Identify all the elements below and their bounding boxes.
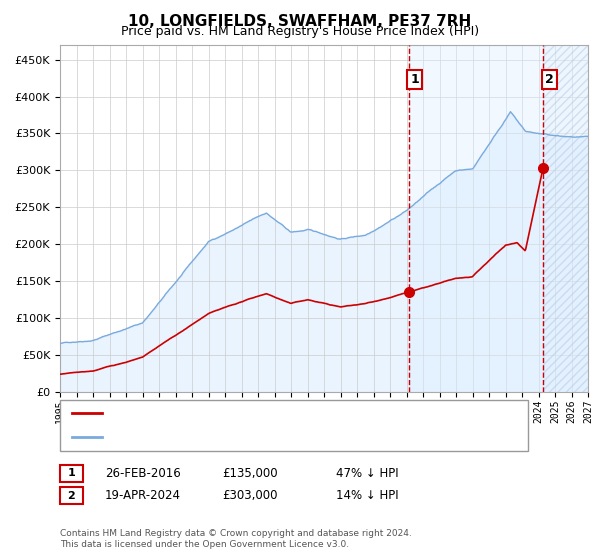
Text: £135,000: £135,000 — [222, 466, 278, 480]
Bar — [543, 45, 588, 392]
Text: £303,000: £303,000 — [222, 489, 277, 502]
Text: 19-APR-2024: 19-APR-2024 — [105, 489, 181, 502]
Text: Contains HM Land Registry data © Crown copyright and database right 2024.: Contains HM Land Registry data © Crown c… — [60, 529, 412, 538]
Text: 10, LONGFIELDS, SWAFFHAM, PE37 7RH: 10, LONGFIELDS, SWAFFHAM, PE37 7RH — [128, 14, 472, 29]
Text: 26-FEB-2016: 26-FEB-2016 — [105, 466, 181, 480]
Text: HPI: Average price, detached house, Breckland: HPI: Average price, detached house, Brec… — [114, 432, 376, 442]
Text: 1: 1 — [68, 468, 75, 478]
Bar — [409, 45, 543, 392]
Text: 2: 2 — [68, 491, 75, 501]
Text: 10, LONGFIELDS, SWAFFHAM, PE37 7RH (detached house): 10, LONGFIELDS, SWAFFHAM, PE37 7RH (deta… — [114, 408, 439, 418]
Text: This data is licensed under the Open Government Licence v3.0.: This data is licensed under the Open Gov… — [60, 540, 349, 549]
Text: 47% ↓ HPI: 47% ↓ HPI — [336, 466, 398, 480]
Text: Price paid vs. HM Land Registry's House Price Index (HPI): Price paid vs. HM Land Registry's House … — [121, 25, 479, 38]
Text: 14% ↓ HPI: 14% ↓ HPI — [336, 489, 398, 502]
Text: 2: 2 — [545, 73, 553, 86]
Text: 1: 1 — [410, 73, 419, 86]
